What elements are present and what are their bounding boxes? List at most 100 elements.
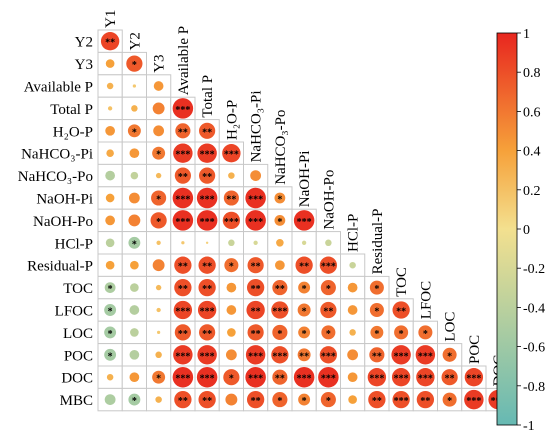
significance-label: * [156,217,161,228]
significance-label: *** [272,307,287,318]
significance-label: *** [175,150,190,161]
significance-label: ** [105,38,115,49]
correlation-circle [153,81,164,91]
significance-label: ** [202,329,212,340]
correlation-circle [205,241,209,244]
correlation-circle [127,124,141,138]
column-label: NaOH-Po [321,170,337,230]
significance-label: * [302,307,307,318]
correlation-circle [368,390,386,409]
significance-label: ** [323,307,333,318]
column-label: POC [467,335,483,364]
correlation-circle [442,392,457,407]
significance-label: *** [394,351,409,362]
correlation-circle [250,170,262,182]
correlation-circle [128,192,140,204]
significance-label: *** [248,195,263,206]
correlation-circle [367,368,387,387]
correlation-circle [129,148,140,159]
correlation-circle [128,393,141,406]
correlation-circle [198,390,216,409]
row-label: Available P [24,80,93,96]
significance-label: * [108,307,113,318]
correlation-circle [246,300,265,320]
significance-label: * [108,284,113,295]
correlation-circle [196,366,218,388]
correlation-circle [131,105,138,112]
column-label: Y3 [152,54,168,72]
correlation-circle [246,390,265,409]
significance-label: *** [297,217,312,228]
significance-label: ** [251,329,261,340]
correlation-circle [155,172,162,179]
correlation-circle [293,366,315,388]
significance-label: ** [445,374,455,385]
correlation-circle [152,259,165,272]
row-label: NaOH-Po [33,214,93,230]
correlation-circle [225,393,238,406]
colorbar [496,32,518,426]
significance-label: ** [251,284,261,295]
correlation-circle [225,349,237,361]
column-label: LOC [443,312,459,342]
significance-label: *** [200,195,215,206]
correlation-circle [275,260,285,271]
correlation-circle [153,125,165,137]
correlation-circle [245,210,266,231]
significance-label: *** [175,374,190,385]
significance-label: * [326,329,331,340]
correlation-circle [104,326,117,339]
correlation-circle [301,240,307,245]
significance-label: *** [466,374,481,385]
correlation-circle [224,258,239,273]
significance-label: ** [178,262,188,273]
significance-label: *** [200,351,215,362]
significance-label: * [229,262,234,273]
correlation-circle [321,325,336,340]
significance-label: *** [394,396,409,407]
significance-label: ** [299,262,309,273]
correlation-circle [152,370,166,384]
correlation-circle [320,301,337,319]
significance-label: ** [372,396,382,407]
significance-label: * [374,329,379,340]
colorbar-tick-label: 0.2 [523,184,541,199]
correlation-circle [226,282,237,293]
significance-label: *** [418,351,433,362]
correlation-circle [199,122,216,139]
correlation-circle [129,372,140,383]
column-label: H₂O-P [224,100,240,140]
significance-label: * [277,217,282,228]
correlation-circle [105,238,115,248]
correlation-circle [271,346,289,364]
correlation-circle [172,187,194,209]
significance-label: ** [275,284,285,295]
correlation-circle [126,55,143,72]
correlation-circle [104,282,116,293]
correlation-circle [349,261,356,269]
row-label: POC [64,348,93,364]
correlation-circle [369,347,385,363]
correlation-circle [349,329,356,336]
correlation-circle [318,366,339,388]
correlation-circle [247,257,264,274]
significance-label: *** [200,374,215,385]
significance-label: ** [202,284,212,295]
correlation-circle [246,278,265,297]
significance-label: * [132,239,137,250]
colorbar-tick-label: -0.4 [523,301,545,316]
correlation-circle [197,143,217,163]
significance-label: *** [321,374,336,385]
correlation-circle [132,84,136,88]
correlation-circle [245,187,266,209]
correlation-circle [228,239,235,247]
significance-label: *** [175,195,190,206]
correlation-circle [151,190,167,206]
row-label: Total P [50,102,93,118]
correlation-circle [106,373,114,381]
correlation-circle [199,167,216,184]
correlation-circle [245,366,266,388]
correlation-circle [222,211,241,230]
correlation-circle [152,146,166,160]
